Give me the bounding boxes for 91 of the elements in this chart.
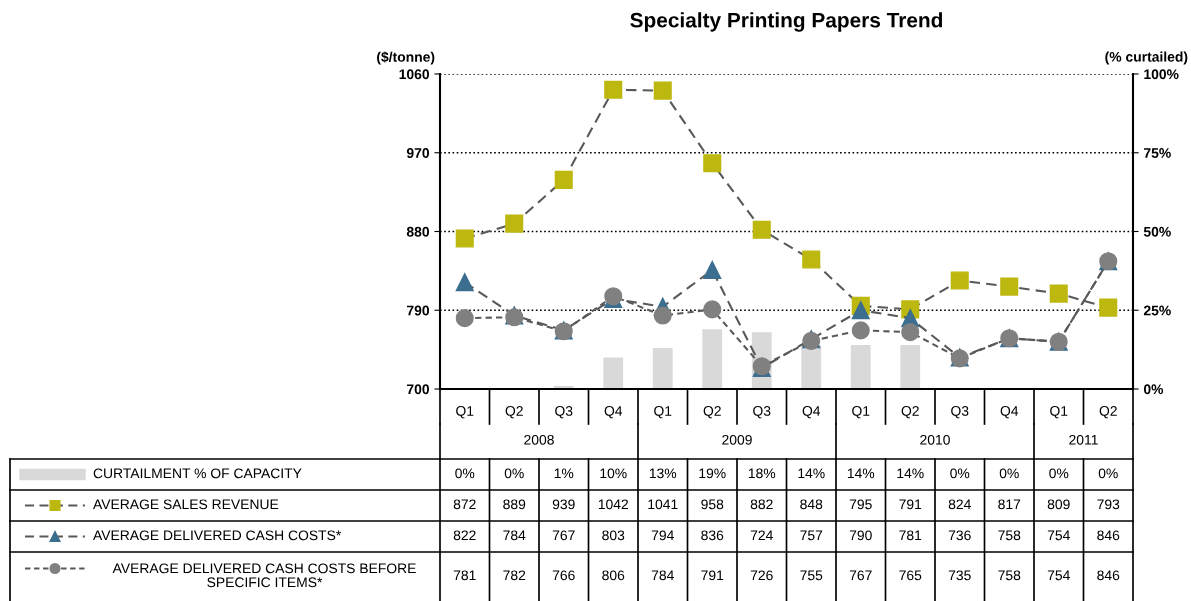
data-label: 809: [1047, 499, 1070, 510]
x-tick-label: Q1: [852, 406, 870, 419]
data-label: 791: [899, 499, 922, 510]
data-label: 781: [453, 570, 476, 581]
data-label: 848: [800, 499, 823, 510]
data-label: 724: [750, 530, 773, 541]
data-label: 1041: [648, 499, 678, 510]
x-tick-label: Q1: [654, 406, 672, 419]
data-label: 758: [998, 530, 1021, 541]
data-label: 767: [849, 570, 872, 581]
data-label: 14%: [847, 468, 875, 479]
text: 2009: [722, 434, 752, 445]
data-label: 0%: [504, 468, 524, 479]
data-label: 755: [800, 570, 823, 581]
x-tick-label: Q1: [1050, 406, 1068, 419]
y2-tick-label: 100%: [1144, 69, 1179, 80]
data-label: 872: [453, 499, 476, 510]
data-label: 939: [552, 499, 575, 510]
text: 2011: [1069, 434, 1098, 445]
data-label: 1042: [598, 499, 628, 510]
data-label: 0%: [950, 468, 970, 479]
data-label: 10%: [600, 468, 627, 479]
y2-tick-label: 75%: [1144, 148, 1171, 158]
y-tick-label: 790: [407, 305, 430, 316]
x-tick-label: Q3: [753, 406, 771, 419]
data-label: 958: [701, 499, 724, 510]
data-label: 806: [602, 570, 625, 581]
data-label: 754: [1047, 530, 1070, 541]
data-label: 784: [651, 570, 674, 581]
y2-tick-label: 0%: [1143, 384, 1164, 395]
x-tick-label: Q4: [1000, 406, 1019, 419]
data-label: 790: [849, 530, 872, 541]
data-label: 817: [998, 499, 1021, 510]
y2-axis-title: (% curtailed): [1105, 51, 1188, 65]
y-tick-label: 1060: [399, 69, 430, 80]
data-label: 889: [503, 499, 526, 510]
y2-tick-label: 25%: [1143, 305, 1171, 316]
data-label: 18%: [748, 468, 776, 479]
legend-label: CURTAILMENT % OF CAPACITY: [93, 468, 302, 479]
data-label: 726: [750, 570, 773, 581]
y-tick-label: 880: [406, 226, 430, 237]
x-tick-label: Q2: [901, 406, 919, 419]
data-label: 793: [1097, 499, 1120, 510]
data-label: 735: [948, 570, 971, 581]
data-label: 0%: [455, 468, 475, 479]
data-label: 791: [701, 570, 724, 581]
data-label: 767: [552, 530, 575, 541]
data-label: 757: [800, 530, 823, 541]
text: 2008: [524, 434, 554, 445]
data-label: 784: [503, 530, 526, 541]
data-label: 803: [602, 530, 625, 541]
data-label: 824: [948, 499, 971, 510]
y-axis-title: ($/tonne): [377, 51, 435, 65]
x-tick-label: Q4: [802, 406, 821, 419]
data-label: 0%: [999, 468, 1019, 479]
chart-title: Specialty Printing Papers Trend: [630, 12, 943, 32]
data-label: 846: [1097, 570, 1120, 581]
data-label: 0%: [1098, 468, 1118, 479]
y2-tick-label: 50%: [1143, 226, 1171, 237]
x-tick-label: Q2: [505, 406, 523, 419]
data-label: 765: [899, 570, 922, 581]
data-label: 822: [453, 530, 476, 541]
data-label: 882: [750, 499, 773, 510]
x-tick-label: Q2: [1099, 406, 1117, 419]
x-tick-label: Q3: [951, 406, 969, 419]
data-label: 0%: [1049, 468, 1069, 479]
y-tick-label: 700: [407, 384, 430, 395]
legend-label: AVERAGE SALES REVENUE: [93, 499, 279, 510]
data-label: 736: [948, 530, 971, 541]
data-label: 14%: [897, 468, 924, 479]
x-tick-label: Q2: [703, 406, 721, 419]
y-tick-label: 970: [406, 148, 430, 158]
data-label: 19%: [699, 468, 726, 479]
data-label: 766: [552, 570, 575, 581]
data-label: 14%: [798, 468, 825, 479]
data-label: 754: [1047, 570, 1070, 581]
x-tick-label: Q4: [604, 406, 623, 419]
x-tick-label: Q1: [456, 406, 474, 419]
data-label: 795: [849, 499, 872, 510]
data-label: 781: [899, 530, 922, 541]
x-tick-label: Q3: [555, 406, 573, 419]
data-label: 13%: [649, 468, 677, 479]
data-label: 794: [651, 530, 674, 541]
data-label: 1%: [554, 468, 574, 479]
data-label: 836: [701, 530, 724, 541]
data-label: 782: [503, 570, 526, 581]
data-label: 758: [998, 570, 1021, 581]
text: 2010: [920, 434, 950, 445]
data-label: 846: [1097, 530, 1120, 541]
legend-label: AVERAGE DELIVERED CASH COSTS*: [93, 530, 342, 541]
legend-label: AVERAGE DELIVERED CASH COSTS BEFORE SPECIFIC ITEMS*: [112, 563, 416, 588]
